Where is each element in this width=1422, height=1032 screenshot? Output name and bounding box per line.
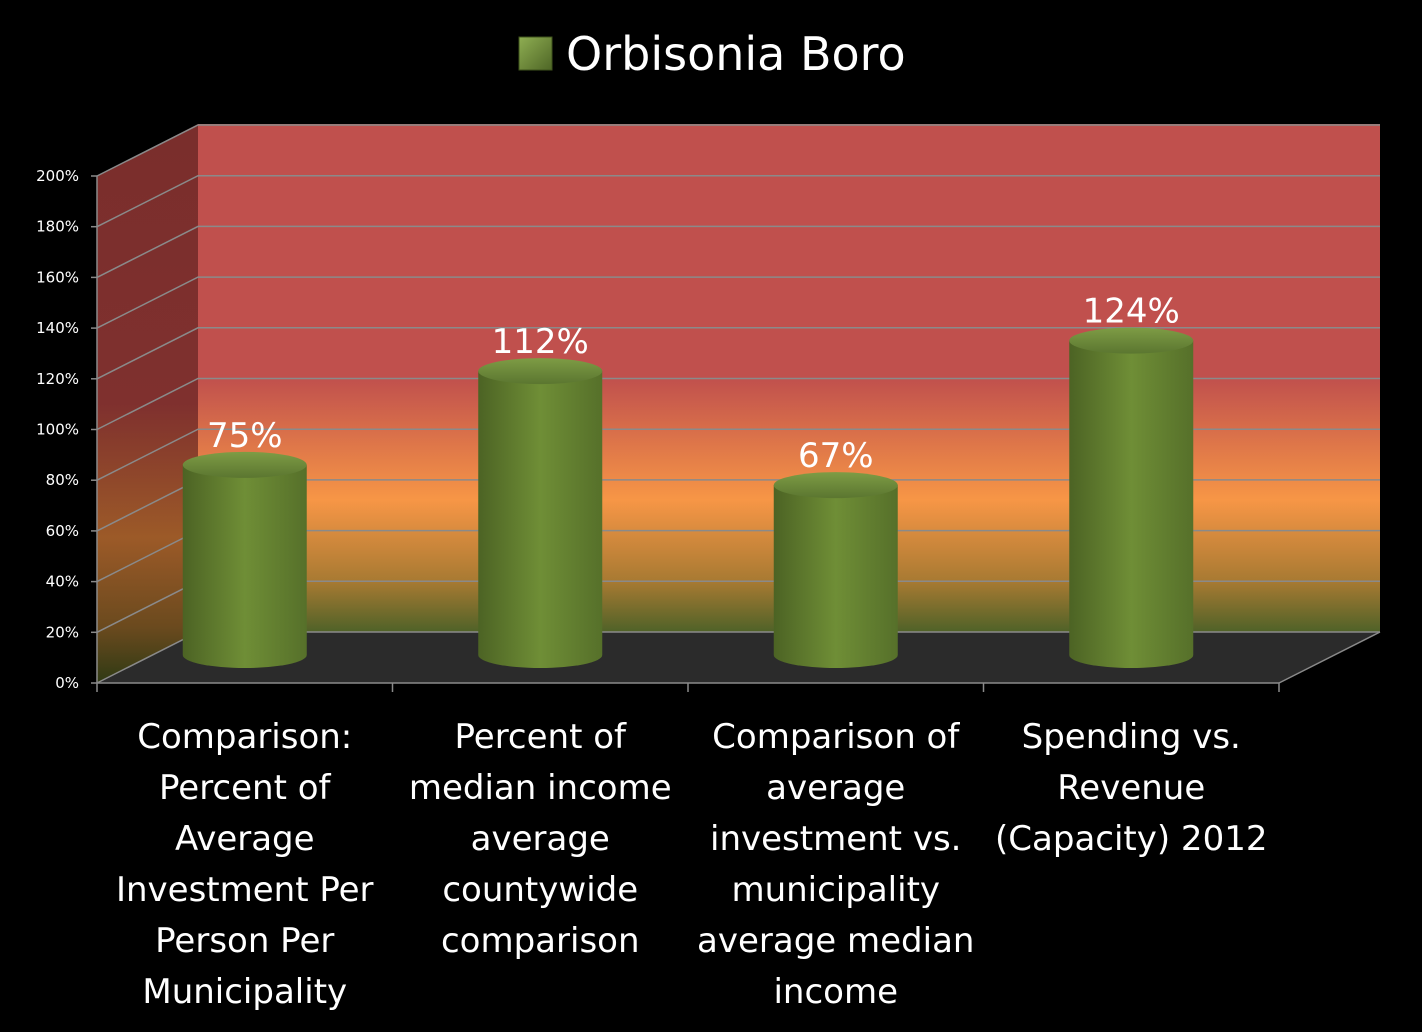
bar-cap — [182, 451, 307, 478]
y-tick-label: 20% — [46, 623, 79, 641]
legend: Orbisonia Boro — [518, 27, 906, 81]
gridline — [96, 174, 1380, 228]
data-label: 67% — [798, 436, 874, 476]
legend-label: Orbisonia Boro — [566, 27, 906, 81]
legend-swatch — [518, 36, 553, 71]
bar — [773, 472, 898, 668]
gridline — [96, 327, 1380, 380]
floor-edge — [1278, 631, 1381, 684]
x-tick-label: Percent of median income average countywide… — [409, 717, 672, 961]
category-labels: Comparison: Percent of Average Investment P… — [116, 717, 1268, 1012]
x-tick-label: Spending vs. Revenue (Capacity) 2012 — [995, 717, 1267, 859]
bar — [478, 358, 603, 668]
bar-body — [478, 371, 603, 668]
data-label: 112% — [492, 322, 589, 362]
data-label: 124% — [1083, 292, 1180, 332]
gridline — [96, 377, 1380, 431]
y-tick-label: 80% — [46, 471, 79, 489]
y-tick-label: 160% — [36, 268, 79, 286]
y-axis: 0% 20% 40% 60% 80% 100% 120% 140% 160% 180% 200% — [36, 167, 98, 692]
gridline — [96, 225, 1380, 279]
x-axis — [96, 631, 1381, 692]
y-tick-label: 200% — [36, 167, 79, 185]
bar-body — [1069, 340, 1194, 668]
gridline — [96, 428, 1380, 481]
gridline — [96, 276, 1380, 329]
y-tick-label: 40% — [46, 573, 79, 591]
data-labels: 75% 112% 67% 124% — [207, 292, 1180, 476]
y-tick-label: 140% — [36, 319, 79, 337]
bar-body — [182, 464, 307, 668]
bar — [1069, 327, 1194, 668]
bar — [182, 451, 307, 668]
y-tick-label: 180% — [36, 218, 79, 236]
bar-body — [773, 485, 898, 668]
y-tick-label: 60% — [46, 522, 79, 540]
bar-cap — [773, 472, 898, 499]
data-label: 75% — [207, 416, 283, 456]
floor — [97, 632, 1380, 683]
y-tick-label: 120% — [36, 370, 79, 388]
bar-cap — [478, 358, 603, 385]
y-tick-label: 100% — [36, 421, 79, 439]
bar-cap — [1069, 327, 1194, 354]
y-tick-label: 0% — [55, 674, 79, 692]
x-tick-label: Comparison: Percent of Average Investment P… — [116, 717, 374, 1012]
bars — [182, 327, 1194, 668]
gridline — [96, 124, 1380, 177]
x-tick-label: Comparison of average investment vs. munici… — [697, 717, 974, 1012]
